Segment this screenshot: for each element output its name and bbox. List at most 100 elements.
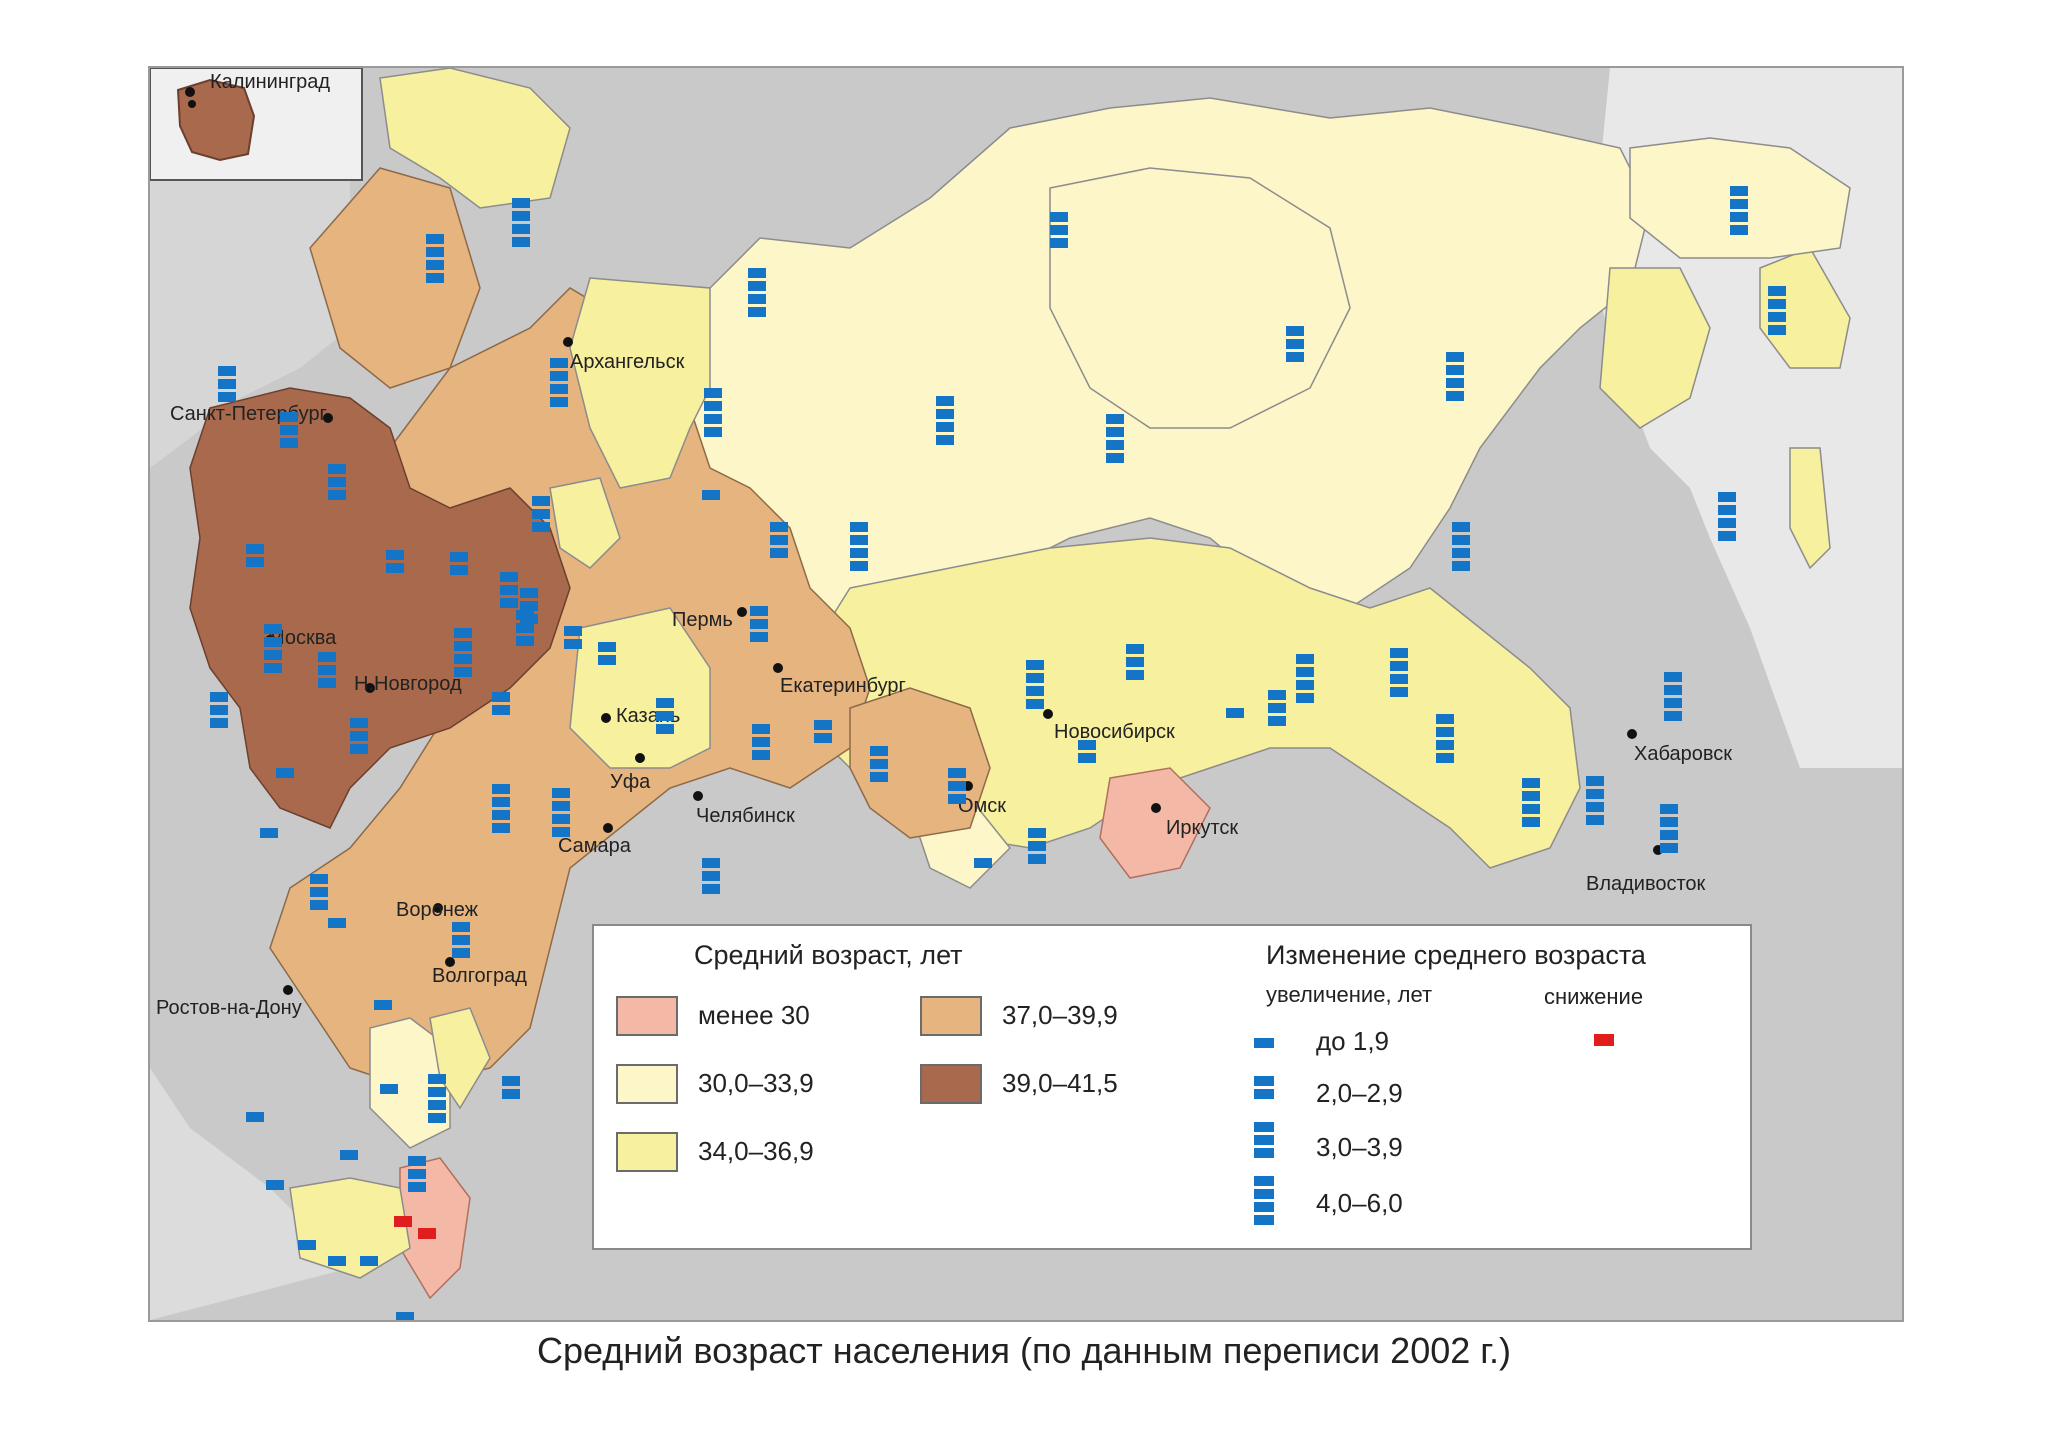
map-caption: Средний возраст населения (по данным пер…	[537, 1330, 1511, 1371]
change-marker	[450, 565, 468, 575]
change-marker	[1452, 548, 1470, 558]
change-marker	[1452, 535, 1470, 545]
legend-marker-3	[1254, 1122, 1274, 1161]
change-marker	[748, 307, 766, 317]
change-marker	[280, 425, 298, 435]
change-marker	[328, 918, 346, 928]
change-marker	[386, 563, 404, 573]
change-marker	[520, 588, 538, 598]
change-marker	[1050, 225, 1068, 235]
map-canvas: Калининград Санкт-Петербург Архангельск Мос…	[150, 68, 1902, 1320]
region-northwest[interactable]	[309, 167, 481, 389]
region-chukotka[interactable]	[1629, 137, 1851, 259]
region-central-russia[interactable]	[189, 387, 571, 829]
kaliningrad-inset	[150, 68, 363, 181]
change-marker	[492, 823, 510, 833]
change-marker	[552, 788, 570, 798]
change-marker	[386, 550, 404, 560]
change-marker	[1660, 817, 1678, 827]
change-marker	[1730, 225, 1748, 235]
region-yakutia[interactable]	[1049, 167, 1351, 429]
change-marker	[1660, 830, 1678, 840]
city-label: Челябинск	[696, 805, 795, 827]
change-marker	[1436, 727, 1454, 737]
change-marker	[1226, 708, 1244, 718]
change-marker	[328, 477, 346, 487]
change-marker	[512, 237, 530, 247]
city-label: Санкт-Петербург	[170, 403, 327, 425]
change-marker	[264, 663, 282, 673]
change-marker	[516, 610, 534, 620]
change-marker	[1446, 378, 1464, 388]
change-marker	[452, 922, 470, 932]
city-label: Новосибирск	[1054, 721, 1175, 743]
change-marker	[318, 678, 336, 688]
change-marker	[1268, 703, 1286, 713]
change-marker	[246, 557, 264, 567]
change-marker	[936, 396, 954, 406]
city-label: Уфа	[610, 771, 651, 793]
change-marker	[752, 724, 770, 734]
change-marker	[502, 1076, 520, 1086]
change-marker	[210, 692, 228, 702]
change-marker	[1390, 674, 1408, 684]
change-marker	[374, 1000, 392, 1010]
city-dot	[601, 713, 611, 723]
region-udmurtia[interactable]	[549, 477, 621, 569]
change-marker	[1730, 199, 1748, 209]
change-marker	[328, 1256, 346, 1266]
change-marker	[704, 401, 722, 411]
legend-marker-2	[1254, 1076, 1274, 1102]
region-murmansk[interactable]	[379, 68, 571, 209]
change-marker	[1268, 716, 1286, 726]
change-marker	[266, 1180, 284, 1190]
city-dot	[737, 607, 747, 617]
change-marker	[1522, 778, 1540, 788]
change-marker	[492, 705, 510, 715]
change-marker	[492, 810, 510, 820]
city-dot	[365, 683, 375, 693]
legend-marker-1	[1254, 1038, 1274, 1051]
change-marker	[1522, 791, 1540, 801]
change-marker	[656, 724, 674, 734]
change-marker	[936, 435, 954, 445]
change-marker	[500, 585, 518, 595]
legend-label-39-41: 39,0–41,5	[1002, 1068, 1118, 1098]
change-marker	[1296, 654, 1314, 664]
change-marker	[1768, 299, 1786, 309]
legend-swatch-30-33	[616, 1064, 678, 1104]
change-marker	[704, 388, 722, 398]
legend-label-under-30: менее 30	[698, 1000, 810, 1030]
change-marker	[428, 1113, 446, 1123]
change-marker	[552, 827, 570, 837]
change-marker	[1664, 698, 1682, 708]
change-marker	[1452, 522, 1470, 532]
city-label: Калининград	[210, 71, 330, 93]
region-sakhalin[interactable]	[1789, 447, 1831, 570]
change-marker	[454, 667, 472, 677]
change-marker	[310, 900, 328, 910]
change-marker	[1026, 660, 1044, 670]
decrease-marker	[394, 1216, 412, 1227]
region-tyva[interactable]	[1099, 767, 1211, 879]
change-marker	[360, 1256, 378, 1266]
region-komi[interactable]	[569, 277, 711, 489]
change-marker	[936, 422, 954, 432]
change-marker	[748, 294, 766, 304]
change-marker	[318, 652, 336, 662]
change-marker	[1586, 776, 1604, 786]
change-marker	[532, 522, 550, 532]
change-marker	[218, 379, 236, 389]
change-marker	[974, 858, 992, 868]
change-marker	[276, 768, 294, 778]
change-marker	[1586, 815, 1604, 825]
change-marker	[298, 1240, 316, 1250]
change-marker	[750, 619, 768, 629]
region-magadan[interactable]	[1599, 267, 1711, 429]
change-marker	[1436, 740, 1454, 750]
legend-label-34-36: 34,0–36,9	[698, 1136, 814, 1166]
change-marker	[1390, 661, 1408, 671]
change-marker	[948, 794, 966, 804]
change-marker	[752, 750, 770, 760]
region-north-caucasus[interactable]	[289, 1177, 411, 1279]
